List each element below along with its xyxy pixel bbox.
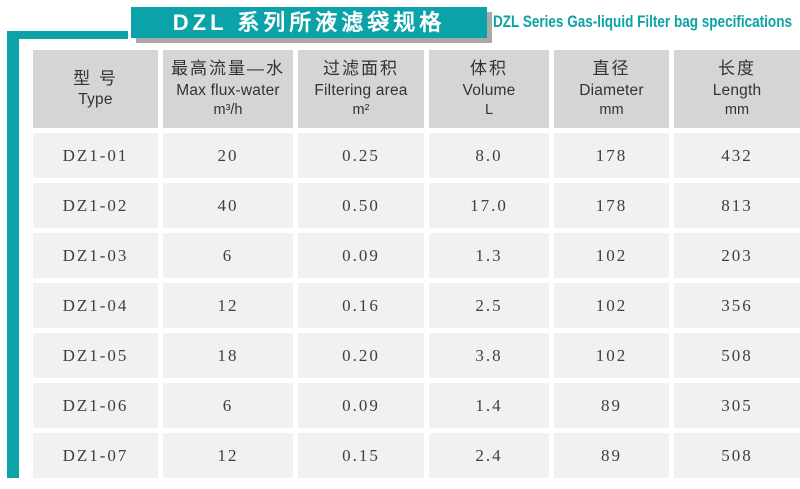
header-unit: mm [724, 101, 750, 118]
data-cell: 102 [554, 233, 669, 278]
data-cell: 3.8 [429, 333, 549, 378]
data-cell: 0.09 [298, 383, 424, 428]
data-cell: 102 [554, 283, 669, 328]
header-unit: m² [352, 101, 370, 118]
data-cell: 508 [674, 433, 800, 478]
data-cell: 203 [674, 233, 800, 278]
header-en: Volume [462, 81, 516, 99]
header-en: Filtering area [314, 81, 408, 99]
row-type-cell: DZ1-03 [33, 233, 158, 278]
header-unit: L [484, 101, 494, 118]
data-cell: 8.0 [429, 133, 549, 178]
header-zh: 型 号 [73, 68, 118, 88]
header-en: Length [712, 81, 762, 99]
data-cell: 89 [554, 383, 669, 428]
data-cell: 0.09 [298, 233, 424, 278]
data-cell: 40 [163, 183, 293, 228]
header-zh: 长度 [718, 59, 756, 79]
data-cell: 12 [163, 433, 293, 478]
data-cell: 12 [163, 283, 293, 328]
data-cell: 102 [554, 333, 669, 378]
header-zh: 过滤面积 [323, 59, 399, 79]
data-cell: 18 [163, 333, 293, 378]
column-header-max-flux: 最高流量—水 Max flux-water m³/h [163, 50, 293, 128]
data-cell: 0.16 [298, 283, 424, 328]
data-cell: 0.50 [298, 183, 424, 228]
row-type-cell: DZ1-01 [33, 133, 158, 178]
data-cell: 6 [163, 233, 293, 278]
row-type-cell: DZ1-02 [33, 183, 158, 228]
data-cell: 89 [554, 433, 669, 478]
header-zh: 体积 [470, 59, 508, 79]
data-cell: 1.3 [429, 233, 549, 278]
row-type-cell: DZ1-07 [33, 433, 158, 478]
data-cell: 432 [674, 133, 800, 178]
column-header-filtering-area: 过滤面积 Filtering area m² [298, 50, 424, 128]
title-en: DZL Series Gas-liquid Filter bag specifi… [493, 13, 792, 31]
accent-bar-horizontal [7, 31, 128, 39]
data-cell: 178 [554, 183, 669, 228]
header-en: Diameter [579, 81, 644, 99]
data-cell: 813 [674, 183, 800, 228]
column-header-diameter: 直径 Diameter mm [554, 50, 669, 128]
data-cell: 6 [163, 383, 293, 428]
header-unit: mm [599, 101, 624, 118]
header-unit: m³/h [213, 101, 243, 118]
title-banner: DZL 系列所液滤袋规格 [131, 7, 487, 38]
row-type-cell: DZ1-06 [33, 383, 158, 428]
title-zh: DZL 系列所液滤袋规格 [172, 9, 446, 35]
data-cell: 17.0 [429, 183, 549, 228]
header-zh: 直径 [592, 59, 631, 79]
header-en: Type [78, 90, 113, 108]
column-header-length: 长度 Length mm [674, 50, 800, 128]
header-zh: 最高流量—水 [171, 59, 285, 79]
data-cell: 0.25 [298, 133, 424, 178]
column-header-type: 型 号 Type [33, 50, 158, 128]
data-cell: 305 [674, 383, 800, 428]
data-cell: 2.5 [429, 283, 549, 328]
accent-bar-vertical [7, 31, 19, 478]
column-header-volume: 体积 Volume L [429, 50, 549, 128]
data-cell: 2.4 [429, 433, 549, 478]
data-cell: 20 [163, 133, 293, 178]
row-type-cell: DZ1-05 [33, 333, 158, 378]
data-cell: 0.15 [298, 433, 424, 478]
data-cell: 178 [554, 133, 669, 178]
row-type-cell: DZ1-04 [33, 283, 158, 328]
data-cell: 0.20 [298, 333, 424, 378]
data-cell: 356 [674, 283, 800, 328]
spec-table: 型 号 Type 最高流量—水 Max flux-water m³/h 过滤面积… [33, 50, 800, 478]
header-en: Max flux-water [176, 81, 280, 99]
data-cell: 508 [674, 333, 800, 378]
data-cell: 1.4 [429, 383, 549, 428]
